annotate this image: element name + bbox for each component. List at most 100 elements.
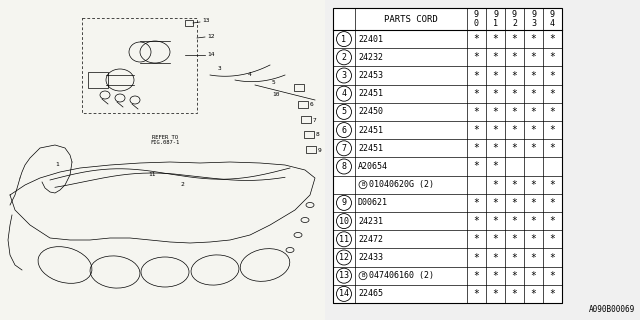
Text: *: * bbox=[493, 125, 499, 135]
Text: 12: 12 bbox=[207, 34, 214, 38]
Text: *: * bbox=[550, 234, 556, 244]
Text: 11: 11 bbox=[339, 235, 349, 244]
Text: 9
3: 9 3 bbox=[531, 10, 536, 28]
Text: 10: 10 bbox=[339, 217, 349, 226]
Text: *: * bbox=[550, 198, 556, 208]
Text: *: * bbox=[511, 143, 517, 153]
Text: 22433: 22433 bbox=[358, 253, 383, 262]
Text: 1: 1 bbox=[342, 35, 346, 44]
Text: *: * bbox=[474, 107, 479, 117]
Text: *: * bbox=[474, 216, 479, 226]
Text: *: * bbox=[493, 216, 499, 226]
Text: *: * bbox=[531, 107, 536, 117]
Text: *: * bbox=[493, 289, 499, 299]
Text: *: * bbox=[531, 271, 536, 281]
Text: *: * bbox=[531, 89, 536, 99]
Text: *: * bbox=[493, 143, 499, 153]
Text: *: * bbox=[511, 125, 517, 135]
Text: *: * bbox=[550, 252, 556, 262]
Text: 9
2: 9 2 bbox=[512, 10, 517, 28]
Text: *: * bbox=[474, 252, 479, 262]
Text: *: * bbox=[474, 52, 479, 62]
Text: 13: 13 bbox=[339, 271, 349, 280]
Text: *: * bbox=[511, 89, 517, 99]
Text: *: * bbox=[511, 180, 517, 190]
Text: *: * bbox=[511, 234, 517, 244]
Text: 22453: 22453 bbox=[358, 71, 383, 80]
Text: 22472: 22472 bbox=[358, 235, 383, 244]
Text: 9
0: 9 0 bbox=[474, 10, 479, 28]
Text: 22451: 22451 bbox=[358, 89, 383, 98]
Text: *: * bbox=[511, 289, 517, 299]
Text: *: * bbox=[493, 162, 499, 172]
Text: *: * bbox=[474, 34, 479, 44]
Text: *: * bbox=[550, 89, 556, 99]
Text: 9
4: 9 4 bbox=[550, 10, 555, 28]
Text: 22450: 22450 bbox=[358, 108, 383, 116]
Text: 24231: 24231 bbox=[358, 217, 383, 226]
Text: *: * bbox=[493, 271, 499, 281]
Text: 8: 8 bbox=[316, 132, 320, 138]
Text: 14: 14 bbox=[339, 289, 349, 298]
Text: *: * bbox=[531, 289, 536, 299]
Text: *: * bbox=[474, 125, 479, 135]
Text: 047406160 (2): 047406160 (2) bbox=[369, 271, 434, 280]
Text: *: * bbox=[550, 70, 556, 81]
Text: *: * bbox=[511, 70, 517, 81]
Text: *: * bbox=[550, 216, 556, 226]
Text: 5: 5 bbox=[342, 108, 346, 116]
Text: 22451: 22451 bbox=[358, 144, 383, 153]
Text: 9: 9 bbox=[342, 198, 346, 207]
Text: *: * bbox=[531, 52, 536, 62]
Text: 22465: 22465 bbox=[358, 289, 383, 298]
Text: *: * bbox=[550, 271, 556, 281]
Text: *: * bbox=[511, 271, 517, 281]
FancyBboxPatch shape bbox=[0, 0, 325, 320]
Text: A20654: A20654 bbox=[358, 162, 388, 171]
Text: 6: 6 bbox=[310, 102, 314, 108]
Text: 10: 10 bbox=[272, 92, 280, 98]
Text: 7: 7 bbox=[313, 117, 317, 123]
Text: D00621: D00621 bbox=[358, 198, 388, 207]
Text: *: * bbox=[474, 143, 479, 153]
Text: 7: 7 bbox=[342, 144, 346, 153]
Text: *: * bbox=[550, 34, 556, 44]
Text: *: * bbox=[550, 107, 556, 117]
Text: 6: 6 bbox=[342, 125, 346, 135]
Text: *: * bbox=[550, 125, 556, 135]
Text: *: * bbox=[531, 70, 536, 81]
Text: *: * bbox=[493, 234, 499, 244]
Text: *: * bbox=[531, 34, 536, 44]
Text: *: * bbox=[511, 252, 517, 262]
Text: *: * bbox=[493, 89, 499, 99]
Text: 13: 13 bbox=[202, 19, 209, 23]
Text: B: B bbox=[361, 273, 365, 278]
Text: *: * bbox=[531, 252, 536, 262]
Text: *: * bbox=[474, 162, 479, 172]
Text: 4: 4 bbox=[342, 89, 346, 98]
Text: *: * bbox=[474, 70, 479, 81]
Text: *: * bbox=[531, 180, 536, 190]
Text: 14: 14 bbox=[207, 52, 214, 58]
Text: *: * bbox=[531, 198, 536, 208]
Text: *: * bbox=[474, 234, 479, 244]
Text: 4: 4 bbox=[248, 71, 252, 76]
Text: *: * bbox=[550, 289, 556, 299]
Text: *: * bbox=[531, 234, 536, 244]
Text: *: * bbox=[493, 52, 499, 62]
Text: *: * bbox=[474, 89, 479, 99]
Text: *: * bbox=[550, 180, 556, 190]
Text: 3: 3 bbox=[218, 66, 221, 70]
Text: 12: 12 bbox=[339, 253, 349, 262]
Text: *: * bbox=[550, 52, 556, 62]
Text: A090B00069: A090B00069 bbox=[589, 305, 635, 314]
Text: 8: 8 bbox=[342, 162, 346, 171]
Text: *: * bbox=[493, 252, 499, 262]
Text: *: * bbox=[493, 107, 499, 117]
Text: *: * bbox=[511, 198, 517, 208]
Text: *: * bbox=[531, 125, 536, 135]
Text: 5: 5 bbox=[272, 79, 276, 84]
Text: 2: 2 bbox=[180, 182, 184, 188]
Text: 2: 2 bbox=[342, 53, 346, 62]
Text: *: * bbox=[474, 289, 479, 299]
